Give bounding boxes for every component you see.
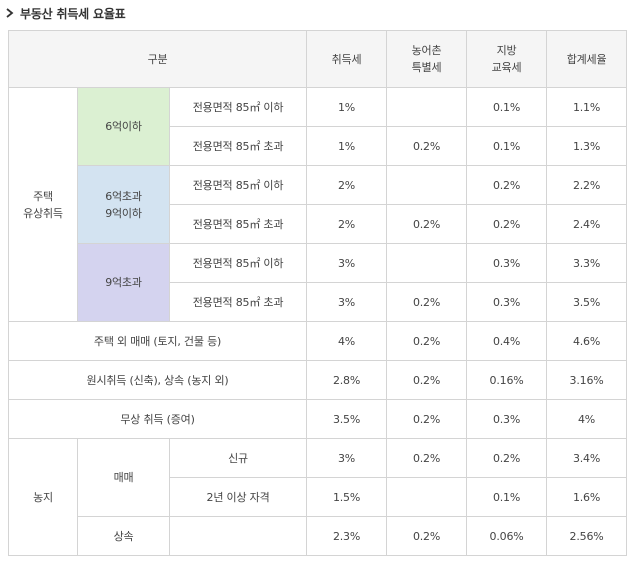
area-below-85: 전용면적 85㎡ 이하 [168, 243, 308, 283]
acq-rate: 3% [306, 282, 388, 322]
table-row: 9억초과 전용면적 85㎡ 이하 3% 0.3% 3.3% [9, 243, 628, 322]
header-edu-line1: 지방 [496, 44, 517, 57]
table-row: 원시취득 (신축), 상속 (농지 외) 2.8% 0.2% 0.16% 3.1… [7, 360, 628, 400]
table-row: 무상 취득 (증여) 3.5% 0.2% 0.3% 4% [7, 399, 628, 439]
table-row: 전용면적 85㎡ 초과 2% 0.2% 0.2% 2.4% [9, 204, 628, 244]
farmland-new-label: 신규 [168, 438, 308, 478]
total-rate: 1.1% [546, 87, 628, 127]
acq-rate: 1.5% [306, 477, 388, 517]
rural-rate [386, 87, 468, 127]
acq-rate: 2.3% [306, 516, 388, 556]
total-rate: 2.2% [546, 165, 628, 205]
rural-rate [386, 243, 468, 283]
acq-rate: 3.5% [306, 399, 388, 439]
page-title: 부동산 취득세 요율표 [20, 6, 126, 21]
header-total-rate: 합계세율 [546, 30, 628, 88]
table-row: 2년 이상 자격 1.5% 0.1% 1.6% [9, 477, 628, 517]
farmland-inherit-label: 상속 [77, 516, 170, 556]
header-edu-line2: 교육세 [491, 61, 522, 74]
area-above-85: 전용면적 85㎡ 초과 [168, 282, 308, 322]
edu-rate: 0.3% [466, 282, 548, 322]
area-below-85: 전용면적 85㎡ 이하 [168, 165, 308, 205]
housing-group-line2: 유상취득 [23, 206, 63, 220]
tier2-line1: 6억초과 [105, 189, 142, 203]
acq-rate: 1% [306, 126, 388, 166]
farmland-two-years-label: 2년 이상 자격 [168, 477, 308, 517]
farmland-group-label: 농지 [8, 438, 78, 556]
other-category-label: 주택 외 매매 (토지, 건물 등) [7, 321, 308, 361]
other-category-label: 무상 취득 (증여) [7, 399, 308, 439]
total-rate: 3.4% [546, 438, 628, 478]
header-category: 구분 [7, 30, 308, 88]
header-acquisition-tax: 취득세 [306, 30, 388, 88]
tier2-line2: 9억이하 [105, 206, 142, 220]
farmland-sale-label: 매매 [77, 438, 170, 517]
rural-rate: 0.2% [386, 516, 468, 556]
edu-rate: 0.2% [466, 204, 548, 244]
header-rural-line2: 특별세 [411, 61, 442, 74]
table-row: 농지 매매 신규 3% 0.2% 0.2% 3.4% [8, 438, 628, 556]
edu-rate: 0.16% [466, 360, 548, 400]
table-row: 전용면적 85㎡ 초과 3% 0.2% 0.3% 3.5% [9, 282, 628, 322]
housing-group-line1: 주택 [33, 189, 53, 203]
farmland-inherit-blank [168, 516, 308, 556]
rural-rate: 0.2% [386, 204, 468, 244]
total-rate: 3.5% [546, 282, 628, 322]
rural-rate: 0.2% [386, 321, 468, 361]
acq-rate: 4% [306, 321, 388, 361]
table-row: 전용면적 85㎡ 초과 1% 0.2% 0.1% 1.3% [9, 126, 628, 166]
edu-rate: 0.1% [466, 87, 548, 127]
chevron-right-icon [6, 8, 14, 18]
area-above-85: 전용면적 85㎡ 초과 [168, 204, 308, 244]
total-rate: 1.3% [546, 126, 628, 166]
header-rural-line1: 농어촌 [411, 44, 442, 57]
edu-rate: 0.06% [466, 516, 548, 556]
price-tier-over-9: 9억초과 [77, 243, 170, 322]
rural-rate: 0.2% [386, 360, 468, 400]
edu-rate: 0.2% [466, 438, 548, 478]
acq-rate: 2% [306, 165, 388, 205]
acq-rate: 2% [306, 204, 388, 244]
total-rate: 3.3% [546, 243, 628, 283]
edu-rate: 0.3% [466, 399, 548, 439]
acq-rate: 2.8% [306, 360, 388, 400]
table-row: 주택 외 매매 (토지, 건물 등) 4% 0.2% 0.4% 4.6% [7, 321, 628, 361]
edu-rate: 0.1% [466, 126, 548, 166]
rural-rate [386, 477, 468, 517]
price-tier-6-under: 6억이하 [77, 87, 170, 166]
total-rate: 2.4% [546, 204, 628, 244]
total-rate: 4% [546, 399, 628, 439]
price-tier-6-to-9: 6억초과 9억이하 [77, 165, 170, 244]
rural-rate [386, 165, 468, 205]
acq-rate: 1% [306, 87, 388, 127]
rural-rate: 0.2% [386, 399, 468, 439]
section-title-bar: 부동산 취득세 요율표 [4, 4, 126, 22]
edu-rate: 0.3% [466, 243, 548, 283]
rural-rate: 0.2% [386, 438, 468, 478]
table-row: 6억초과 9억이하 전용면적 85㎡ 이하 2% 0.2% 2.2% [9, 165, 628, 244]
other-category-label: 원시취득 (신축), 상속 (농지 외) [7, 360, 308, 400]
edu-rate: 0.1% [466, 477, 548, 517]
total-rate: 1.6% [546, 477, 628, 517]
total-rate: 2.56% [546, 516, 628, 556]
total-rate: 4.6% [546, 321, 628, 361]
edu-rate: 0.4% [466, 321, 548, 361]
edu-rate: 0.2% [466, 165, 548, 205]
total-rate: 3.16% [546, 360, 628, 400]
table-row: 상속 2.3% 0.2% 0.06% 2.56% [9, 516, 628, 556]
rural-rate: 0.2% [386, 126, 468, 166]
acq-rate: 3% [306, 243, 388, 283]
acq-rate: 3% [306, 438, 388, 478]
area-above-85: 전용면적 85㎡ 초과 [168, 126, 308, 166]
area-below-85: 전용면적 85㎡ 이하 [168, 87, 308, 127]
rural-rate: 0.2% [386, 282, 468, 322]
